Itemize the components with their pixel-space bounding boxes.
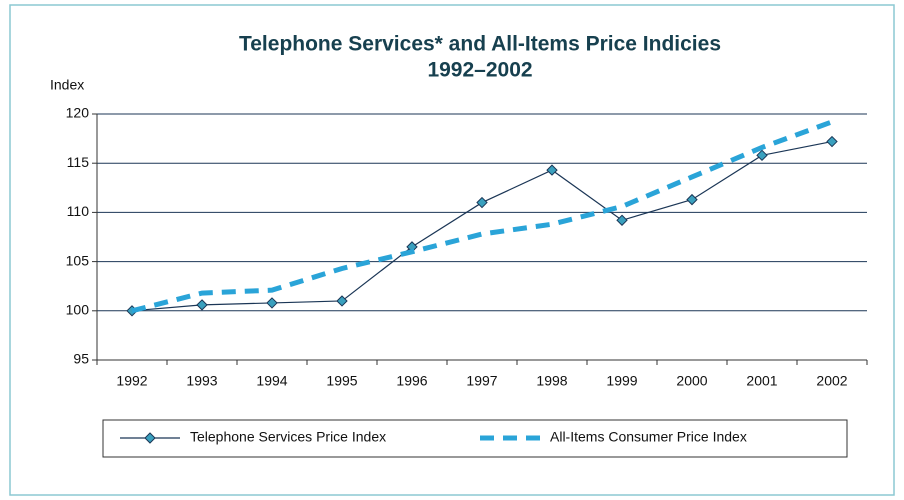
point-marker [266,297,278,309]
chart-subtitle: 1992–2002 [427,59,532,82]
point-marker [756,149,768,162]
legend-label: Telephone Services Price Index [190,429,386,445]
y-tick-label: 100 [66,302,90,318]
series-line [131,119,833,314]
x-tick-label: 2002 [816,373,847,389]
y-tick-label: 110 [67,203,90,219]
x-tick-label: 2000 [676,373,707,389]
y-tick-label: 95 [73,351,89,367]
y-axis-label: Index [50,77,84,93]
x-tick-label: 1994 [256,373,287,389]
y-tick-label: 120 [66,105,90,121]
point-marker [196,299,208,311]
x-tick-label: 1995 [326,373,357,389]
x-tick-label: 1998 [536,373,567,389]
x-tick-label: 1993 [186,373,217,389]
x-tick-label: 1997 [466,373,497,389]
legend-box [102,419,848,458]
point-marker [336,295,348,307]
frame [9,4,895,496]
chart-title: Telephone Services* and All-Items Price … [239,33,721,56]
legend-marker [144,432,156,444]
x-tick-label: 1996 [396,373,427,389]
legend-label: All-Items Consumer Price Index [550,429,747,445]
y-tick-label: 115 [67,154,90,170]
x-tick-label: 1992 [116,373,147,389]
point-marker [826,135,838,148]
x-tick-label: 2001 [746,373,777,389]
y-tick-label: 105 [66,252,90,268]
point-marker [476,196,488,209]
point-marker [686,193,698,206]
x-tick-label: 1999 [606,373,637,389]
point-marker [616,214,628,226]
point-marker [546,164,558,176]
